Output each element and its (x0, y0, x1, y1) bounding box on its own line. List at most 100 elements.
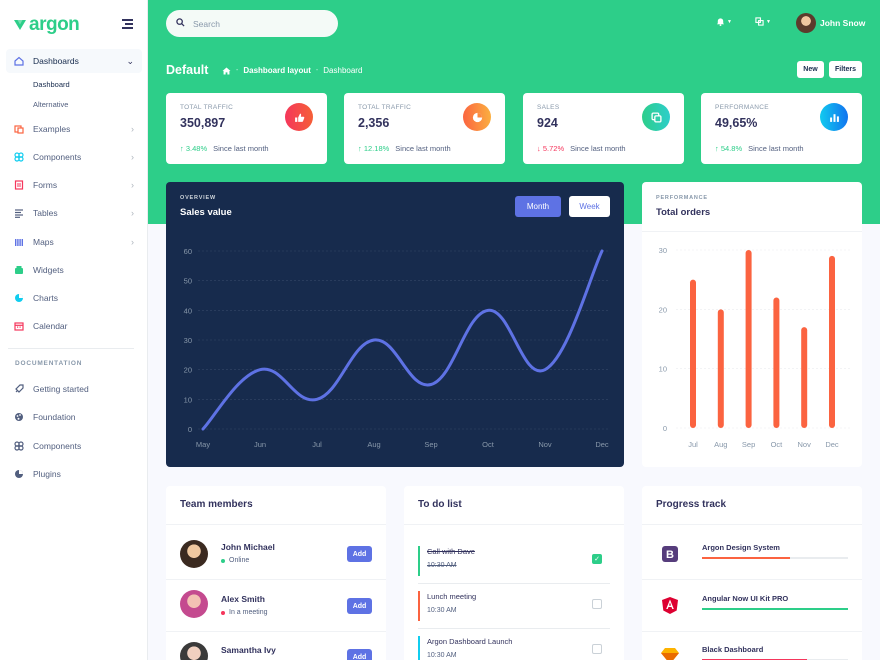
home-icon[interactable] (222, 66, 231, 75)
sales-line-chart: 0 10 20 30 40 50 60 May Jun Jul Aug Sep Oct Nov Dec (184, 247, 610, 449)
sidebar-item-label: Forms (33, 180, 58, 190)
sidebar-subitem-dashboard[interactable]: Dashboard (33, 80, 70, 89)
stat-value: 49,65% (715, 116, 758, 130)
todo-list-card: To do list (404, 486, 624, 660)
user-name[interactable]: John Snow (820, 18, 866, 28)
todo-title: Lunch meeting (427, 592, 477, 601)
sidebar-item-calendar[interactable]: Calendar (6, 314, 142, 338)
breadcrumb-separator: - (236, 67, 239, 74)
todo-time: 10:30 AM (427, 652, 457, 659)
sidebar-doc-components[interactable]: Components (6, 434, 142, 458)
sidenav-toggle-icon[interactable] (122, 19, 133, 31)
breadcrumb-item[interactable]: Dashboard layout (243, 66, 311, 75)
y-tick-label: 30 (184, 336, 192, 345)
team-member-row: John Michael Online (166, 527, 386, 579)
stat-card-performance: PERFORMANCE 49,65% ↑ 54.8% Since last mon… (701, 93, 862, 164)
sidebar-item-dashboards[interactable]: Dashboards ⌄ (6, 49, 142, 73)
row-divider (642, 579, 862, 580)
sidebar-item-forms[interactable]: Forms › (6, 173, 142, 197)
argon-logo-icon (14, 20, 26, 30)
y-tick-label: 10 (659, 365, 667, 374)
x-tick-label: Oct (482, 440, 495, 449)
todo-checkbox[interactable]: ✓ (592, 554, 602, 564)
progress-item: Angular Now UI Kit PRO (656, 591, 856, 627)
search-input[interactable]: Search (166, 10, 338, 37)
series-line (201, 249, 604, 431)
card-divider (166, 524, 386, 525)
y-tick-label: 0 (663, 424, 667, 433)
sidebar-item-examples[interactable]: Examples › (6, 117, 142, 141)
x-tick-label: Oct (771, 440, 784, 449)
components-icon (14, 152, 24, 162)
active-40-icon (285, 103, 313, 131)
caret-down-icon: ▼ (766, 18, 771, 25)
y-tick-label: 0 (188, 425, 192, 434)
row-divider (166, 631, 386, 632)
apps-dropdown[interactable]: ▼ (755, 17, 771, 26)
card-title: Total orders (656, 207, 711, 218)
chevron-right-icon: › (131, 124, 134, 134)
row-divider (166, 579, 386, 580)
stat-value: 2,356 (358, 116, 390, 130)
stat-footer: ↑ 3.48% Since last month (180, 144, 269, 153)
new-button[interactable]: New (797, 61, 824, 78)
y-tick-label: 40 (184, 306, 192, 315)
add-member-button[interactable]: Add (347, 546, 372, 562)
sidebar-doc-getting-started[interactable]: Getting started (6, 377, 142, 401)
stat-value: 350,897 (180, 116, 226, 130)
stat-label: TOTAL TRAFFIC (180, 104, 234, 111)
search-placeholder: Search (193, 18, 220, 29)
calendar-icon (14, 321, 24, 331)
add-member-button[interactable]: Add (347, 649, 372, 660)
orders-bar-chart: 0 10 20 30 Jul Aug Sep Oct Nov Dec (659, 246, 852, 449)
progress-fill (702, 608, 848, 610)
spaceship-icon (14, 384, 24, 394)
todo-checkbox[interactable] (592, 644, 602, 654)
month-toggle-button[interactable]: Month (515, 196, 561, 217)
sidebar-item-label: Components (33, 152, 82, 162)
x-tick-label: Aug (714, 440, 727, 449)
sidebar-item-label: Widgets (33, 265, 64, 275)
sidebar-item-tables[interactable]: Tables › (6, 201, 142, 225)
y-tick-label: 20 (184, 366, 192, 375)
pie-chart-icon (14, 469, 24, 479)
forms-icon (14, 180, 24, 190)
stat-label: TOTAL TRAFFIC (358, 104, 412, 111)
progress-name: Black Dashboard (702, 645, 764, 654)
chevron-right-icon: › (131, 152, 134, 162)
x-tick-label: Dec (825, 440, 839, 449)
user-avatar[interactable] (796, 13, 816, 33)
week-toggle-button[interactable]: Week (569, 196, 610, 217)
sidebar-item-label: Plugins (33, 469, 61, 479)
team-member-row: Alex Smith In a meeting (166, 579, 386, 631)
chevron-down-icon: ⌄ (126, 55, 134, 66)
brand-logo[interactable]: argon (14, 14, 80, 36)
stat-value: 924 (537, 116, 558, 130)
x-tick-label: Jun (254, 440, 266, 449)
notifications-dropdown[interactable]: ▼ (716, 17, 732, 26)
progress-item: Black Dashboard (656, 642, 856, 660)
row-divider (642, 631, 862, 632)
sidebar-subitem-alternative[interactable]: Alternative (33, 100, 69, 109)
stat-label: PERFORMANCE (715, 104, 769, 111)
sidebar-item-widgets[interactable]: Widgets (6, 258, 142, 282)
total-orders-card: PERFORMANCE Total orders 0 10 20 30 Jul Aug Se… (642, 182, 862, 467)
y-tick-label: 60 (184, 247, 192, 256)
sidebar-item-maps[interactable]: Maps › (6, 230, 142, 254)
sidebar-item-components[interactable]: Components › (6, 145, 142, 169)
sidebar-doc-plugins[interactable]: Plugins (6, 462, 142, 486)
add-member-button[interactable]: Add (347, 598, 372, 614)
filters-button[interactable]: Filters (829, 61, 862, 78)
bar (690, 279, 696, 428)
row-divider (418, 628, 610, 629)
breadcrumb-item-active: Dashboard (323, 66, 363, 75)
card-divider (642, 524, 862, 525)
sidebar-doc-foundation[interactable]: Foundation (6, 405, 142, 429)
caret-down-icon: ▼ (727, 18, 732, 25)
sidebar-item-charts[interactable]: Charts (6, 286, 142, 310)
stat-card-sales: SALES 924 ↓ 5.72% Since last month (523, 93, 684, 164)
progress-fill (702, 557, 790, 559)
todo-checkbox[interactable] (592, 599, 602, 609)
status-dot (221, 558, 225, 563)
house-icon (14, 56, 24, 66)
